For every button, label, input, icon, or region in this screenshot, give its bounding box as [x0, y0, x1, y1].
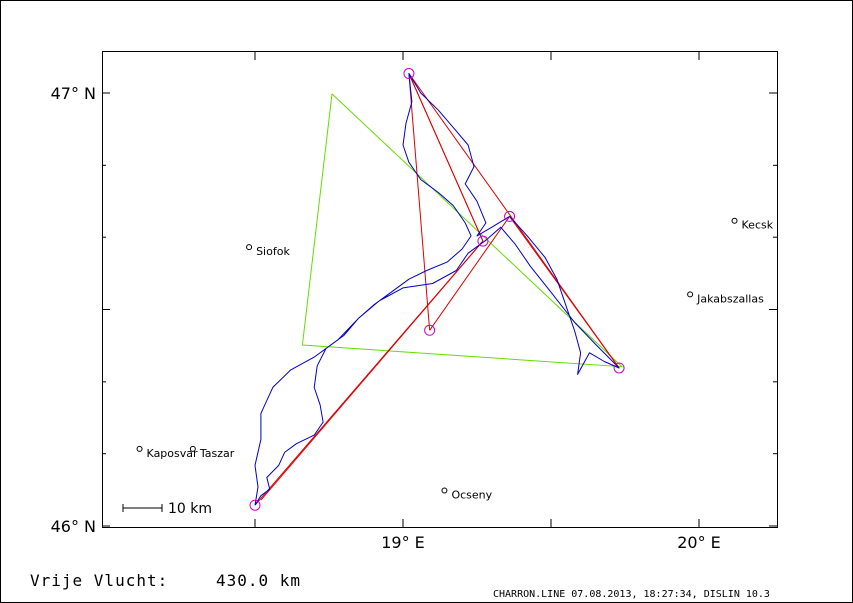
longitude-labels: 19° E 20° E [381, 533, 721, 552]
place-marker [441, 487, 448, 494]
scale-bar-label: 10 km [168, 501, 212, 517]
fai-triangle [301, 93, 624, 368]
distance-label: Vrije Vlucht: [30, 571, 168, 590]
turnpoint-marker [504, 210, 516, 222]
distance-value: 430.0 km [216, 571, 301, 590]
triangle-layer [301, 93, 624, 368]
place-layer: Siofok Kecsk Jakabszallas Kaposvar Taszar Ocs… [136, 217, 774, 501]
map-frame [102, 51, 778, 528]
place-marker [687, 291, 694, 298]
longitude-label: 20° E [677, 533, 721, 552]
place-label: Ocseny [451, 488, 492, 501]
place-marker [189, 445, 196, 452]
latitude-label: 46° N [51, 517, 96, 536]
turnpoint-marker [249, 499, 261, 511]
place-marker [731, 217, 738, 224]
place-marker [136, 445, 143, 452]
axis-ticks [102, 52, 777, 527]
place-marker [246, 244, 253, 251]
place-label: Kecsk [742, 219, 774, 232]
place-label: Kaposvar [147, 447, 198, 460]
task-leg [408, 73, 431, 331]
latitude-labels: 47° N 46° N [51, 84, 96, 536]
credit-line: CHARRON.LINE 07.08.2013, 18:27:34, DISLI… [493, 589, 770, 600]
turnpoint-marker [424, 324, 436, 336]
turnpoint-marker [477, 235, 489, 247]
place-label: Siofok [256, 245, 290, 258]
track-layer [254, 73, 620, 506]
latitude-label: 47° N [51, 84, 96, 103]
place-label: Taszar [199, 447, 235, 460]
task-leg [408, 73, 484, 242]
task-leg [429, 216, 510, 331]
turnpoint-marker [613, 362, 625, 374]
task-leg [260, 240, 484, 501]
longitude-label: 19° E [381, 533, 425, 552]
turnpoint-marker [403, 68, 415, 80]
scale-bar: 10 km [122, 501, 212, 517]
gps-track [254, 73, 620, 506]
turnpoint-layer [249, 68, 625, 511]
place-label: Jakabszallas [696, 292, 764, 305]
